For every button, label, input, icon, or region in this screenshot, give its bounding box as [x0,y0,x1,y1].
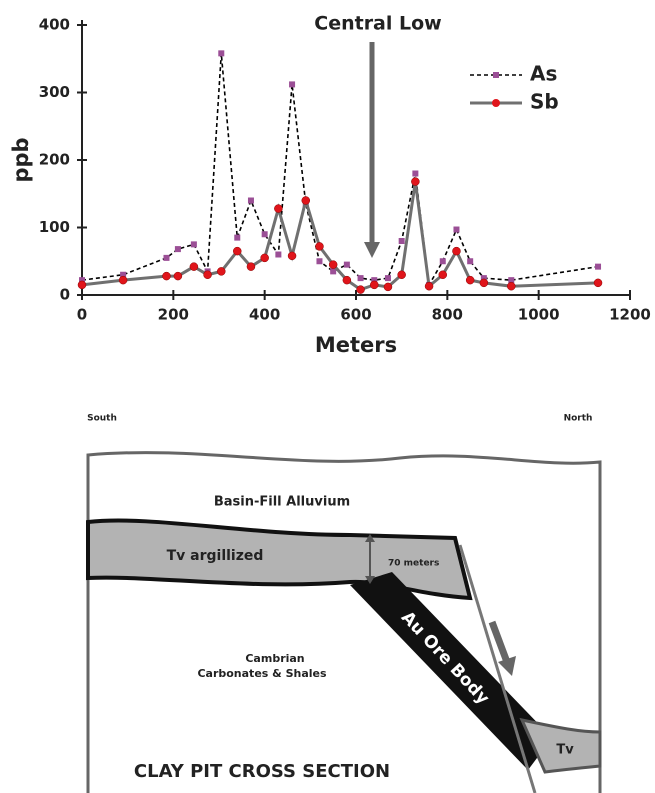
marker [217,267,226,276]
x-tick-label: 200 [158,306,189,324]
marker [275,251,282,258]
marker [384,275,391,282]
marker [595,263,602,270]
x-tick-label: 0 [77,306,87,324]
x-tick-label: 800 [432,306,463,324]
annotation-arrowhead [364,242,380,258]
y-tick-label: 300 [39,83,70,101]
marker [412,170,419,177]
legend-label: As [530,62,557,86]
marker [274,204,283,213]
thickness-arrow-bottom [365,576,375,584]
marker [480,275,487,282]
marker [316,258,323,265]
marker [411,177,420,186]
section-title: CLAY PIT CROSS SECTION [134,761,390,782]
thickness-arrow-top [365,534,375,542]
marker [77,280,87,290]
y-tick-label: 200 [39,151,70,169]
marker [260,253,269,263]
marker [343,261,350,268]
marker [162,271,171,281]
marker [479,278,489,288]
south-label: South [87,414,117,424]
marker [342,275,352,285]
fault-arrowhead [498,656,516,676]
ore-body [350,572,552,770]
legend-marker [493,72,499,78]
marker [424,281,434,291]
marker [234,234,241,241]
fault-arrow [488,620,511,664]
cross-section: South North Basin-Fill Alluvium Tv argil… [86,414,602,793]
annotation: Central Low [314,13,441,35]
legend-label: Sb [530,90,559,114]
marker [356,285,365,294]
marker [289,81,296,88]
marker [507,281,516,291]
marker [163,254,170,261]
legend-marker [492,99,500,107]
chart: Central Low Meters ppb 0 100 200 300 400 0 200… [9,13,651,358]
cambrian-label: Carbonates & Shales [197,667,327,680]
tv-argillized-label: Tv argillized [167,548,264,564]
marker [383,282,393,292]
y-axis-label: ppb [9,137,33,182]
y-tick-label: 100 [39,218,70,236]
marker [174,246,181,253]
ore-body-label: Au Ore Body [397,608,493,709]
marker [79,277,85,284]
marker [301,196,311,205]
marker [233,246,242,256]
series-line [81,53,599,288]
cambrian-label: Cambrian [245,652,304,665]
marker [453,226,460,233]
fault [458,544,537,793]
tv-label: Tv [556,743,574,758]
section-frame [86,451,602,793]
marker [246,262,256,271]
x-tick-label: 1000 [518,306,560,324]
x-tick-label: 1200 [609,306,651,324]
marker [370,280,379,290]
x-axis-label: Meters [315,333,397,357]
y-tick-label: 0 [60,286,70,304]
marker [398,238,405,244]
north-label: North [564,414,593,424]
marker [357,275,364,282]
x-tick-label: 600 [340,306,371,324]
marker [508,277,515,284]
marker [328,260,338,269]
marker [467,258,474,265]
marker [330,268,337,275]
marker [189,262,199,271]
marker [203,270,212,279]
thickness-label: 70 meters [388,559,439,569]
x-tick-label: 400 [249,306,280,324]
marker [315,242,324,251]
marker [438,270,448,279]
marker [439,258,446,265]
marker [465,275,475,285]
alluvium-label: Basin-Fill Alluvium [214,495,350,510]
y-tick-label: 400 [39,16,70,34]
marker [118,275,128,285]
tv-right [519,717,602,774]
marker [371,277,378,284]
marker [397,270,406,279]
marker [247,197,254,204]
marker [120,271,127,278]
series-line [81,181,599,292]
marker [218,50,225,57]
marker [190,241,197,248]
marker [173,271,183,281]
marker [261,231,268,238]
marker [287,251,297,261]
marker [452,246,461,256]
marker [593,278,603,288]
